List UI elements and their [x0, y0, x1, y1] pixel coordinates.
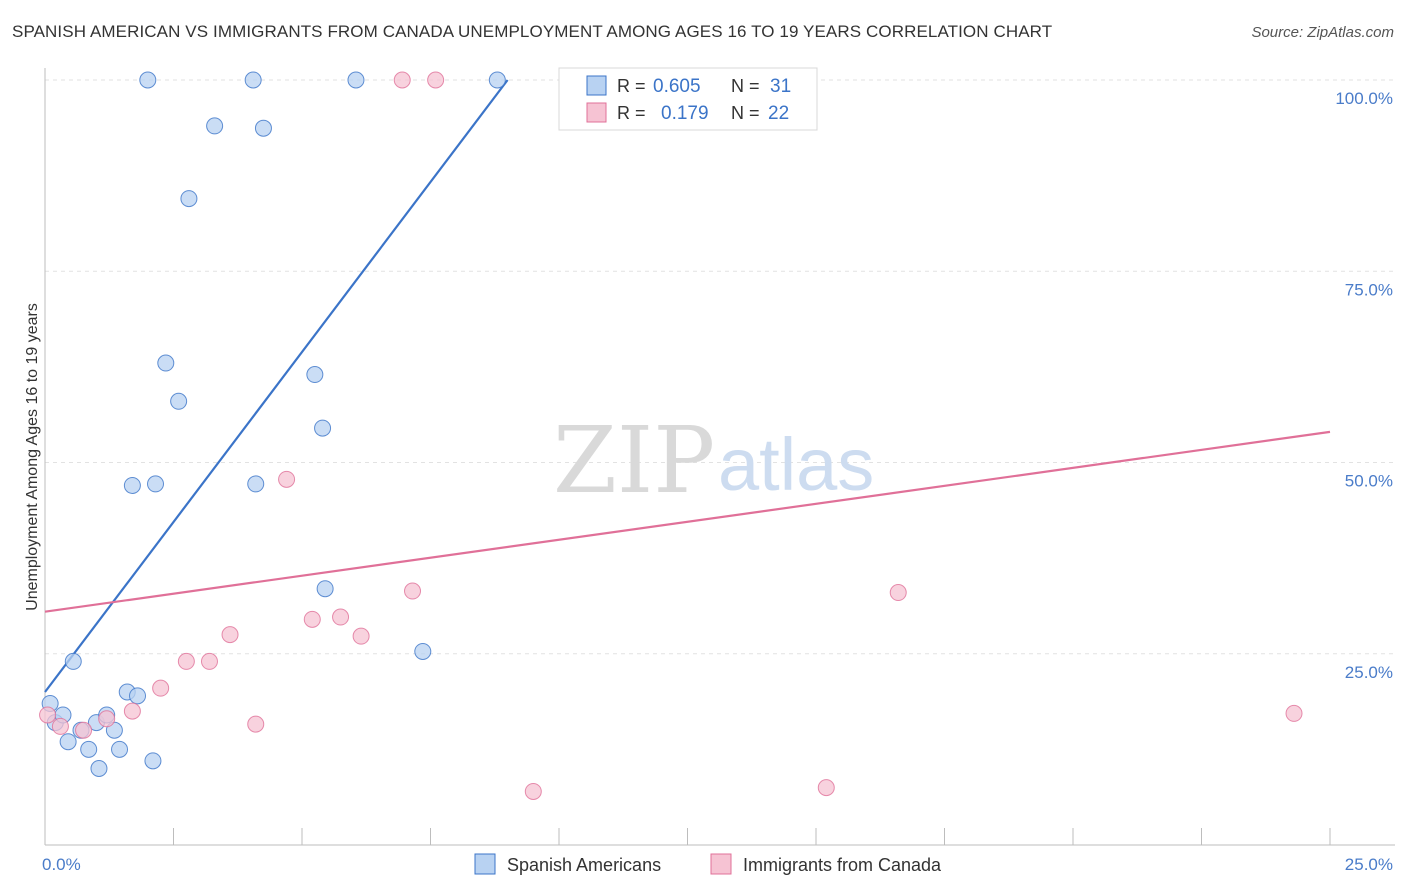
data-point-spanish-americans: [306, 366, 324, 384]
data-point-immigrants-canada: [177, 652, 195, 670]
series-legend-label-pink: Immigrants from Canada: [743, 855, 942, 875]
data-point-immigrants-canada: [278, 470, 296, 488]
data-point-immigrants-canada: [524, 782, 542, 800]
data-point-spanish-americans: [157, 354, 175, 372]
watermark: ZIP atlas: [553, 407, 874, 514]
trend-line-spanish-americans: [44, 79, 509, 693]
data-point-spanish-americans: [59, 733, 77, 751]
data-point-spanish-americans: [414, 642, 432, 660]
trend-lines: [44, 79, 1331, 693]
data-point-spanish-americans: [90, 760, 108, 777]
data-point-spanish-americans: [206, 117, 224, 135]
data-points: [39, 71, 1303, 800]
series-legend: Spanish Americans Immigrants from Canada: [474, 853, 942, 875]
data-point-spanish-americans: [64, 652, 82, 670]
trend-line-immigrants-canada: [44, 430, 1331, 613]
chart-title: SPANISH AMERICAN VS IMMIGRANTS FROM CANA…: [12, 22, 1053, 41]
y-tick-label: 25.0%: [1345, 663, 1393, 682]
data-point-spanish-americans: [347, 71, 365, 89]
data-point-immigrants-canada: [889, 584, 907, 602]
series-legend-label-blue: Spanish Americans: [507, 855, 661, 875]
x-tick-label: 25.0%: [1345, 855, 1393, 874]
legend-swatch-blue: [586, 75, 607, 96]
data-point-spanish-americans: [170, 392, 188, 410]
gridlines: [45, 79, 1395, 655]
legend-blue-n-label: N =: [731, 76, 760, 96]
data-point-immigrants-canada: [404, 582, 422, 600]
x-tick-label: 0.0%: [42, 855, 81, 874]
data-point-immigrants-canada: [200, 652, 218, 670]
data-point-spanish-americans: [144, 752, 162, 770]
data-point-spanish-americans: [139, 71, 157, 89]
data-point-immigrants-canada: [51, 717, 69, 735]
data-point-immigrants-canada: [221, 626, 239, 644]
data-point-spanish-americans: [316, 580, 334, 598]
data-point-spanish-americans: [80, 740, 98, 758]
y-axis-label: Unemployment Among Ages 16 to 19 years: [24, 303, 41, 611]
legend-pink-r-value: 0.179: [661, 103, 709, 124]
data-point-spanish-americans: [488, 71, 506, 89]
data-point-immigrants-canada: [1285, 704, 1303, 722]
y-tick-label: 50.0%: [1345, 472, 1393, 491]
data-point-immigrants-canada: [352, 627, 370, 645]
data-point-spanish-americans: [254, 119, 272, 137]
y-tick-label: 100.0%: [1335, 89, 1393, 108]
data-point-immigrants-canada: [123, 702, 141, 720]
data-point-spanish-americans: [247, 475, 265, 493]
data-point-immigrants-canada: [75, 721, 93, 739]
legend-pink-n-label: N =: [731, 103, 760, 123]
data-point-immigrants-canada: [152, 679, 170, 697]
series-legend-swatch-pink: [710, 853, 732, 875]
data-point-immigrants-canada: [427, 71, 445, 89]
legend-swatch-pink: [586, 102, 607, 123]
data-point-spanish-americans: [180, 190, 198, 208]
legend-pink-n-value: 22: [768, 103, 789, 124]
data-point-immigrants-canada: [39, 706, 57, 724]
legend-blue-r-label: R =: [617, 76, 646, 96]
source-label: Source: ZipAtlas.com: [1251, 24, 1394, 41]
data-point-spanish-americans: [314, 419, 332, 437]
legend-blue-n-value: 31: [770, 76, 791, 97]
data-point-immigrants-canada: [393, 71, 411, 89]
data-point-spanish-americans: [129, 687, 147, 705]
data-point-immigrants-canada: [332, 608, 350, 626]
data-point-immigrants-canada: [303, 610, 321, 628]
data-point-spanish-americans: [244, 71, 262, 89]
stats-legend: R = 0.605 N = 31 R = 0.179 N = 22: [558, 67, 818, 131]
watermark-atlas: atlas: [718, 423, 874, 506]
y-tick-label: 75.0%: [1345, 280, 1393, 299]
data-point-immigrants-canada: [247, 715, 265, 733]
data-point-immigrants-canada: [817, 779, 835, 797]
data-point-spanish-americans: [123, 476, 141, 494]
series-legend-swatch-blue: [474, 853, 496, 875]
data-point-spanish-americans: [111, 740, 129, 758]
legend-blue-r-value: 0.605: [653, 76, 701, 97]
data-point-spanish-americans: [147, 475, 165, 493]
watermark-zip: ZIP: [553, 407, 715, 514]
legend-pink-r-label: R =: [617, 103, 646, 123]
data-point-immigrants-canada: [98, 710, 116, 728]
y-tick-labels: 25.0% 50.0% 75.0% 100.0%: [1335, 89, 1393, 682]
x-tick-labels: 0.0% 25.0%: [42, 855, 1393, 874]
